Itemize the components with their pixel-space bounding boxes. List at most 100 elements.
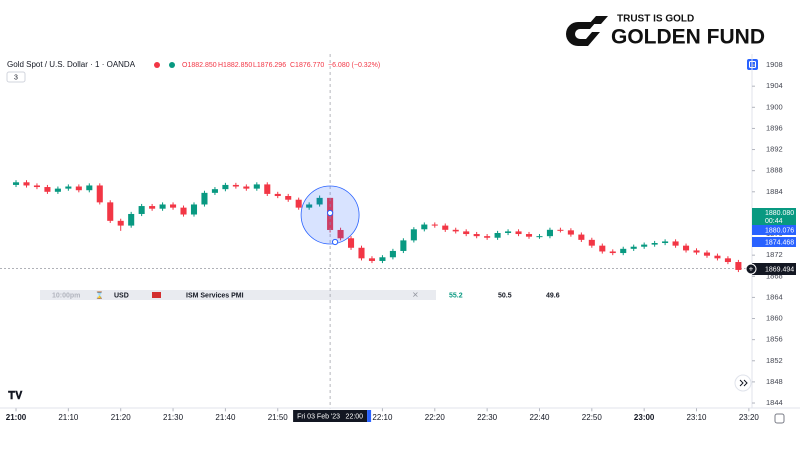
candle-body xyxy=(546,229,553,237)
candle-body xyxy=(641,244,648,247)
candle-body xyxy=(306,204,313,208)
price-label-bg xyxy=(752,225,796,235)
candle-body xyxy=(23,182,30,186)
event-field: 49.6 xyxy=(546,292,560,299)
candle-body xyxy=(683,245,690,251)
price-label: 1880.080 xyxy=(765,210,794,217)
event-close: ✕ xyxy=(412,291,419,300)
candle-body xyxy=(557,229,564,231)
market-status xyxy=(169,62,175,68)
y-tick-label: 1904 xyxy=(766,81,783,90)
handle[interactable] xyxy=(331,238,339,246)
collapse-button[interactable] xyxy=(6,71,26,83)
ohlc-value: C1876.770 xyxy=(290,62,324,69)
price-label: 1869.494 xyxy=(765,266,794,273)
event-icon: ⌛ xyxy=(95,290,104,299)
candle-body xyxy=(609,251,616,254)
x-tick-label: 22:30 xyxy=(477,413,498,422)
candle-body xyxy=(107,202,114,221)
candle-body xyxy=(693,250,700,253)
x-tick-label: 22:40 xyxy=(529,413,550,422)
candle-body xyxy=(735,262,742,270)
candle-body xyxy=(285,196,292,200)
collapse-count[interactable]: 3 xyxy=(14,74,18,81)
y-tick-label: 1888 xyxy=(766,166,783,175)
ohlc-value: −6.080 (−0.32%) xyxy=(328,62,380,69)
candle-body xyxy=(159,204,166,209)
candle-body xyxy=(149,206,156,209)
candle-body xyxy=(672,241,679,246)
logo: TRUST IS GOLD GOLDEN FUND xyxy=(566,14,765,49)
selection-marker xyxy=(367,410,372,422)
event-field: 55.2 xyxy=(449,292,463,299)
x-tick-label: 21:50 xyxy=(268,413,289,422)
candle-body xyxy=(662,241,669,244)
x-tick-label: 21:40 xyxy=(215,413,236,422)
y-tick-label: 1884 xyxy=(766,187,783,196)
price-label: 1874.468 xyxy=(765,239,794,246)
ohlc-legend: O1882.850 H1882.850 L1876.296 C1876.770 −6.0… xyxy=(182,62,380,69)
x-tick-label: 21:30 xyxy=(163,413,184,422)
brand-tagline: TRUST IS GOLD xyxy=(617,14,694,25)
settings-icon[interactable] xyxy=(774,413,785,424)
candle-body xyxy=(180,207,187,215)
candle-body xyxy=(703,252,711,256)
candle-body xyxy=(494,232,501,238)
y-tick-label: 1860 xyxy=(766,314,783,323)
tv-logo: 𝐓𝐕 xyxy=(8,390,23,402)
x-tick-label: 23:00 xyxy=(634,413,655,422)
candle-body xyxy=(588,239,595,246)
ohlc-value: O1882.850 xyxy=(182,62,217,69)
crosshair-date: Fri 03 Feb '23 xyxy=(297,413,340,420)
candle-body xyxy=(138,206,145,214)
candle-body xyxy=(379,257,386,261)
y-tick-label: 1908 xyxy=(766,60,783,69)
candle-body xyxy=(473,234,480,237)
candle-body xyxy=(170,204,177,208)
x-tick-label: 22:50 xyxy=(582,413,603,422)
candle-body xyxy=(578,234,585,240)
y-tick-label: 1892 xyxy=(766,145,783,154)
candle-body xyxy=(442,225,449,230)
y-tick-label: 1848 xyxy=(766,377,783,386)
candle-body xyxy=(724,258,731,263)
candle-body xyxy=(714,255,721,259)
x-tick-label: 21:00 xyxy=(6,413,27,422)
candle-body xyxy=(358,247,365,259)
candle-body xyxy=(295,199,302,208)
candle-body xyxy=(347,238,355,248)
candle-body xyxy=(421,224,428,230)
candle-body xyxy=(431,224,438,226)
candle-body xyxy=(567,230,574,235)
event-field: USD xyxy=(114,292,129,299)
candle-body xyxy=(96,185,103,203)
candle-body xyxy=(463,231,470,235)
y-tick-label: 1852 xyxy=(766,356,783,365)
candle-body xyxy=(515,231,522,235)
y-tick-label: 1856 xyxy=(766,335,783,344)
candle-body xyxy=(536,236,543,238)
candle-body xyxy=(232,184,239,187)
candle-body xyxy=(651,243,658,245)
candle-body xyxy=(211,189,218,193)
candle-body xyxy=(190,204,198,215)
logo-mark xyxy=(566,22,600,46)
logo-mark xyxy=(589,16,608,24)
handle[interactable] xyxy=(326,209,334,217)
y-tick-label: 1872 xyxy=(766,250,783,259)
candle-body xyxy=(400,240,407,251)
event-flag xyxy=(152,292,161,298)
add-alert-button[interactable] xyxy=(745,263,757,275)
brand-name: GOLDEN FUND xyxy=(611,26,765,49)
x-tick-label: 22:20 xyxy=(425,413,446,422)
price-label-bg xyxy=(752,263,796,275)
y-tick-label: 1896 xyxy=(766,123,783,132)
candle-body xyxy=(452,229,459,232)
candle-body xyxy=(337,229,344,239)
y-tick-label: 1844 xyxy=(766,398,783,407)
candle-body xyxy=(65,186,72,189)
candle-body xyxy=(222,184,229,190)
candle-body xyxy=(44,187,51,192)
